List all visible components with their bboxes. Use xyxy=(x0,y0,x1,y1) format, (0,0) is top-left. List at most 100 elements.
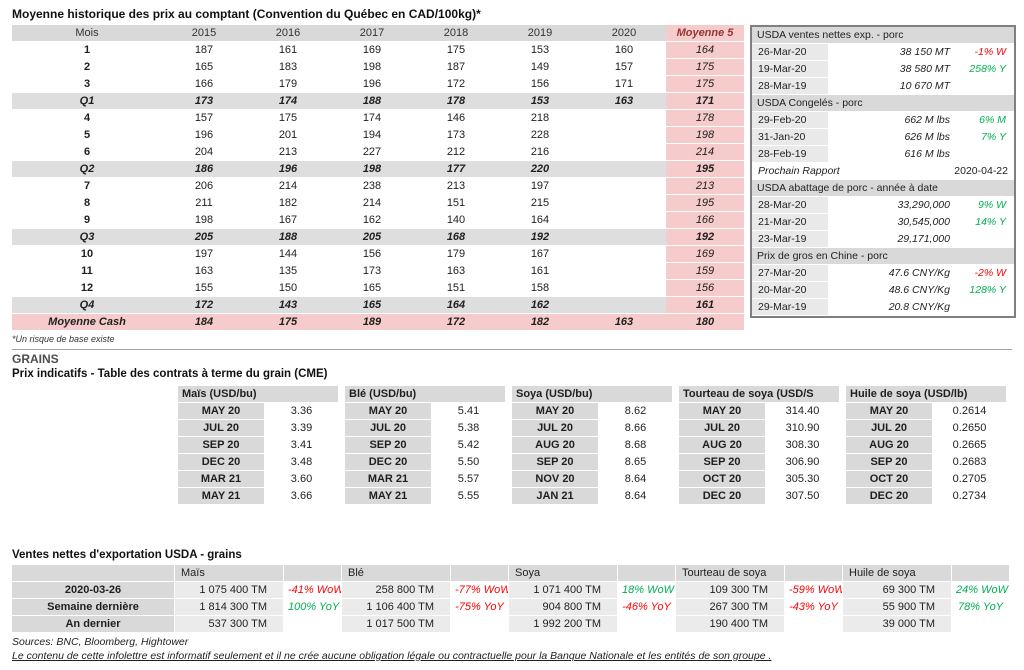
contract-month: DEC 20 xyxy=(345,454,431,470)
export-pct-header xyxy=(952,565,1009,581)
usda-date: 20-Mar-20 xyxy=(752,282,828,298)
contract-price: 3.36 xyxy=(265,403,338,419)
usda-date: 19-Mar-20 xyxy=(752,61,828,77)
spot-value: 212 xyxy=(414,144,498,161)
spot-value: 177 xyxy=(414,161,498,178)
spot-value: 175 xyxy=(246,110,330,127)
contract-price: 8.68 xyxy=(599,437,672,453)
contract-price: 5.41 xyxy=(432,403,505,419)
export-pct-change: -75% YoY xyxy=(451,599,508,615)
usda-data-row: 28-Feb-19 616 M lbs xyxy=(752,146,1014,163)
contract-price: 5.50 xyxy=(432,454,505,470)
spot-value: 160 xyxy=(582,42,666,59)
futures-row: MAY 20 0.2614 xyxy=(846,403,1006,419)
contract-month: JUL 20 xyxy=(345,420,431,436)
export-commodity-header: Blé xyxy=(342,565,450,581)
spot-value: 162 xyxy=(498,297,582,314)
spot-value xyxy=(582,212,666,229)
spot-value: 174 xyxy=(246,93,330,110)
export-tonnage-value: 1 106 400 TM xyxy=(342,599,450,615)
usda-panel: USDA ventes nettes exp. - porc 26-Mar-20 3… xyxy=(750,25,1016,318)
contract-month: AUG 20 xyxy=(846,437,932,453)
spot-value: 161 xyxy=(498,263,582,280)
contract-month: MAY 20 xyxy=(679,403,765,419)
spot-value: 183 xyxy=(246,59,330,76)
spot-value: 151 xyxy=(414,195,498,212)
usda-data-row: 29-Feb-20 662 M lbs 6% M xyxy=(752,112,1014,129)
table-row: 7 206 214 238 213 197 213 xyxy=(12,178,744,195)
spot-average-value: 156 xyxy=(666,280,744,297)
spot-value: 186 xyxy=(162,161,246,178)
export-pct-change xyxy=(952,616,1009,632)
export-pct-header xyxy=(451,565,508,581)
contract-price: 8.62 xyxy=(599,403,672,419)
spot-value: 164 xyxy=(414,297,498,314)
usda-data-row: 29-Mar-19 20.8 CNY/Kg xyxy=(752,299,1014,316)
spot-value: 155 xyxy=(162,280,246,297)
spot-value: 204 xyxy=(162,144,246,161)
spot-value: 167 xyxy=(246,212,330,229)
futures-row: MAY 21 3.66 xyxy=(178,488,338,504)
spot-value xyxy=(582,144,666,161)
usda-value: 626 M lbs xyxy=(904,131,950,143)
spot-value: 189 xyxy=(330,314,414,331)
contract-month: SEP 20 xyxy=(512,454,598,470)
usda-section-title: USDA Congelés - porc xyxy=(752,95,1014,112)
contract-month: MAY 20 xyxy=(178,403,264,419)
usda-date: 26-Mar-20 xyxy=(752,44,828,60)
table-row: Q3 205 188 205 168 192 192 xyxy=(12,229,744,246)
usda-section-title: USDA ventes nettes exp. - porc xyxy=(752,27,1014,44)
table-row: 5 196 201 194 173 228 198 xyxy=(12,127,744,144)
usda-date: 28-Mar-20 xyxy=(752,197,828,213)
spot-value: 187 xyxy=(162,42,246,59)
spot-value: 178 xyxy=(414,93,498,110)
usda-date: 27-Mar-20 xyxy=(752,265,828,281)
export-pct-change: 24% WoW xyxy=(952,582,1009,598)
futures-row: MAR 21 3.60 xyxy=(178,471,338,487)
table-row: An dernier 537 300 TM 1 017 500 TM 1 992 20… xyxy=(12,616,1009,632)
contract-price: 3.48 xyxy=(265,454,338,470)
contract-month: SEP 20 xyxy=(178,437,264,453)
usda-data-row: 26-Mar-20 38 150 MT -1% W xyxy=(752,44,1014,61)
spot-value: 172 xyxy=(414,76,498,93)
row-label: Q1 xyxy=(12,93,162,110)
usda-data-row: 28-Mar-20 33,290,000 9% W xyxy=(752,197,1014,214)
contract-month: SEP 20 xyxy=(846,454,932,470)
export-pct-change: -46% YoY xyxy=(618,599,675,615)
export-tonnage-value: 1 075 400 TM xyxy=(175,582,283,598)
contract-price: 306.90 xyxy=(766,454,839,470)
spot-value: 198 xyxy=(330,161,414,178)
contract-month: JUL 20 xyxy=(512,420,598,436)
contract-price: 305.30 xyxy=(766,471,839,487)
contract-month: OCT 20 xyxy=(679,471,765,487)
usda-pct-change xyxy=(956,78,1014,94)
row-label: 5 xyxy=(12,127,162,144)
spot-value: 163 xyxy=(582,93,666,110)
export-tonnage-value: 1 814 300 TM xyxy=(175,599,283,615)
spot-header-cell: 2017 xyxy=(330,25,414,42)
spot-value: 165 xyxy=(330,280,414,297)
spot-value: 196 xyxy=(246,161,330,178)
table-row: Semaine dernière 1 814 300 TM 100% YoY 1 10… xyxy=(12,599,1009,615)
export-pct-header xyxy=(618,565,675,581)
contract-price: 8.66 xyxy=(599,420,672,436)
export-tonnage-value: 69 300 TM xyxy=(843,582,951,598)
spot-average-value: 180 xyxy=(666,314,744,331)
row-label: 10 xyxy=(12,246,162,263)
contract-price: 3.39 xyxy=(265,420,338,436)
table-row: Moyenne Cash 184 175 189 172 182 163 180 xyxy=(12,314,744,331)
table-row: 2 165 183 198 187 149 157 175 xyxy=(12,59,744,76)
futures-row: DEC 20 0.2734 xyxy=(846,488,1006,504)
spot-value: 201 xyxy=(246,127,330,144)
row-label: 12 xyxy=(12,280,162,297)
futures-row: MAY 21 5.55 xyxy=(345,488,505,504)
usda-data-row: 27-Mar-20 47.6 CNY/Kg -2% W xyxy=(752,265,1014,282)
row-label: 2 xyxy=(12,59,162,76)
spot-average-value: 178 xyxy=(666,110,744,127)
spot-value: 215 xyxy=(498,195,582,212)
usda-data-row: 23-Mar-19 29,171,000 xyxy=(752,231,1014,248)
table-row: 3 166 179 196 172 156 171 175 xyxy=(12,76,744,93)
futures-table: Blé (USD/bu) MAY 20 5.41 JUL 20 5.38 SEP 20 5.… xyxy=(345,386,505,505)
